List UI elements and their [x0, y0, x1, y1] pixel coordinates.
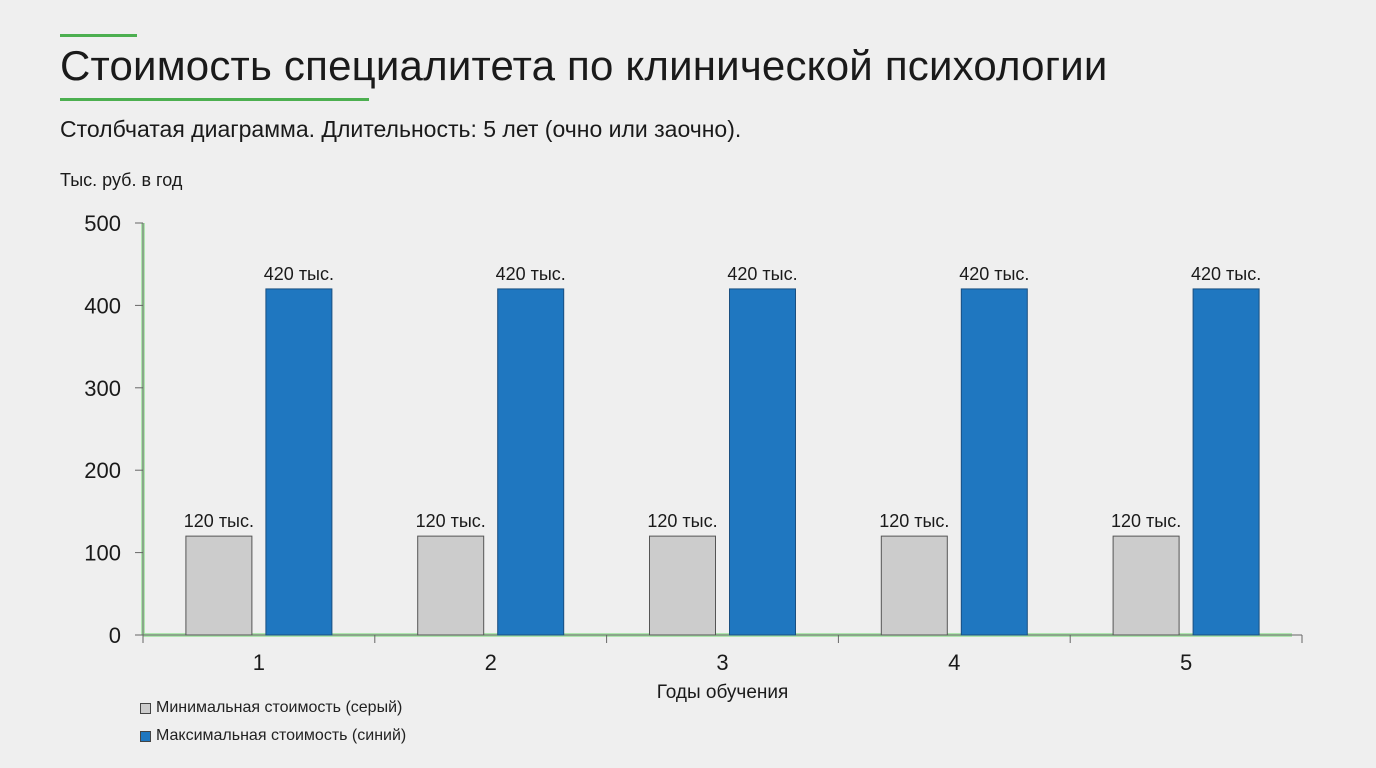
bar-max: [497, 288, 565, 636]
bar-min: [185, 535, 253, 636]
y-tick-label: 300: [84, 376, 121, 401]
y-axis-label: Тыс. руб. в год: [60, 170, 183, 190]
data-label-max: 420 тыс.: [1191, 264, 1261, 284]
y-tick-label: 0: [109, 623, 121, 648]
bar-min: [649, 535, 716, 636]
legend-swatch-max: [140, 730, 151, 742]
chart-legend: Минимальная стоимость (серый) Максимальн…: [140, 694, 406, 750]
data-label-max: 420 тыс.: [959, 264, 1029, 284]
data-label-min: 120 тыс.: [416, 511, 486, 531]
legend-item-min: Минимальная стоимость (серый): [140, 694, 406, 722]
x-tick-label: 2: [485, 650, 497, 675]
data-label-min: 120 тыс.: [1111, 511, 1181, 531]
chart-subtitle: Столбчатая диаграмма. Длительность: 5 ле…: [60, 116, 742, 142]
y-tick-label: 500: [84, 211, 121, 236]
bar-max: [265, 288, 333, 636]
bar-max: [1192, 288, 1260, 636]
x-tick-label: 3: [716, 650, 728, 675]
bar-max: [960, 288, 1028, 636]
page-title: Стоимость специалитета по клинической пс…: [60, 42, 1108, 89]
y-tick-label: 200: [84, 458, 121, 483]
legend-swatch-min: [140, 702, 151, 714]
y-tick-label: 400: [84, 293, 121, 318]
title-accent-bottom: [60, 98, 369, 101]
legend-item-max: Максимальная стоимость (синий): [140, 722, 406, 750]
title-accent-top: [60, 34, 137, 37]
y-tick-label: 100: [84, 541, 121, 566]
legend-label-max: Максимальная стоимость (синий): [156, 727, 407, 744]
bar-max: [729, 288, 796, 636]
data-label-max: 420 тыс.: [264, 264, 334, 284]
data-label-max: 420 тыс.: [727, 264, 797, 284]
x-tick-label: 5: [1180, 650, 1192, 675]
data-label-min: 120 тыс.: [184, 511, 254, 531]
x-tick-label: 1: [253, 650, 265, 675]
bar-min: [880, 535, 948, 636]
bar-min: [1112, 535, 1180, 636]
legend-label-min: Минимальная стоимость (серый): [156, 699, 403, 716]
data-label-min: 120 тыс.: [647, 511, 717, 531]
data-label-max: 420 тыс.: [496, 264, 566, 284]
x-tick-label: 4: [948, 650, 960, 675]
bar-min: [417, 535, 485, 636]
data-label-min: 120 тыс.: [879, 511, 949, 531]
x-axis-title: Годы обучения: [657, 682, 789, 703]
